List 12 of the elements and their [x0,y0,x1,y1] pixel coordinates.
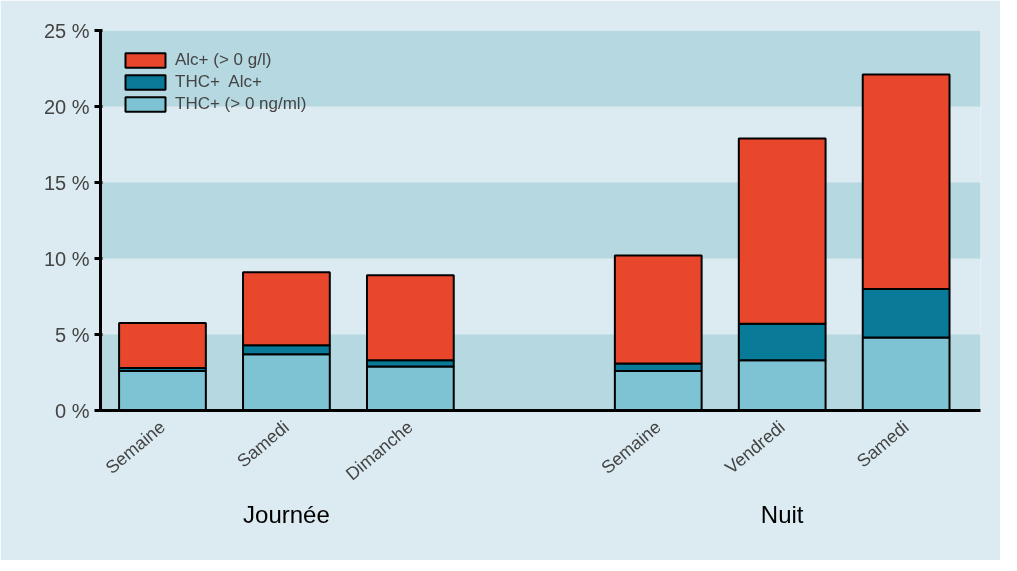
text: Journée [243,500,330,528]
y-tick-label: 20 % [43,95,90,118]
y-tick-label: 15 % [43,171,90,194]
y-tick-label: 25 % [43,19,90,42]
legend-label: THC+ Alc+ [175,72,262,92]
legend-label: THC+ (> 0 ng/ml) [175,94,307,114]
y-tick-label: 10 % [43,247,90,270]
y-tick-label: 5 % [55,323,90,346]
y-tick-label: 0 % [55,399,90,422]
text: Nuit [760,500,804,528]
legend-label: Alc+ (> 0 g/l) [175,50,272,70]
bar [118,322,207,369]
